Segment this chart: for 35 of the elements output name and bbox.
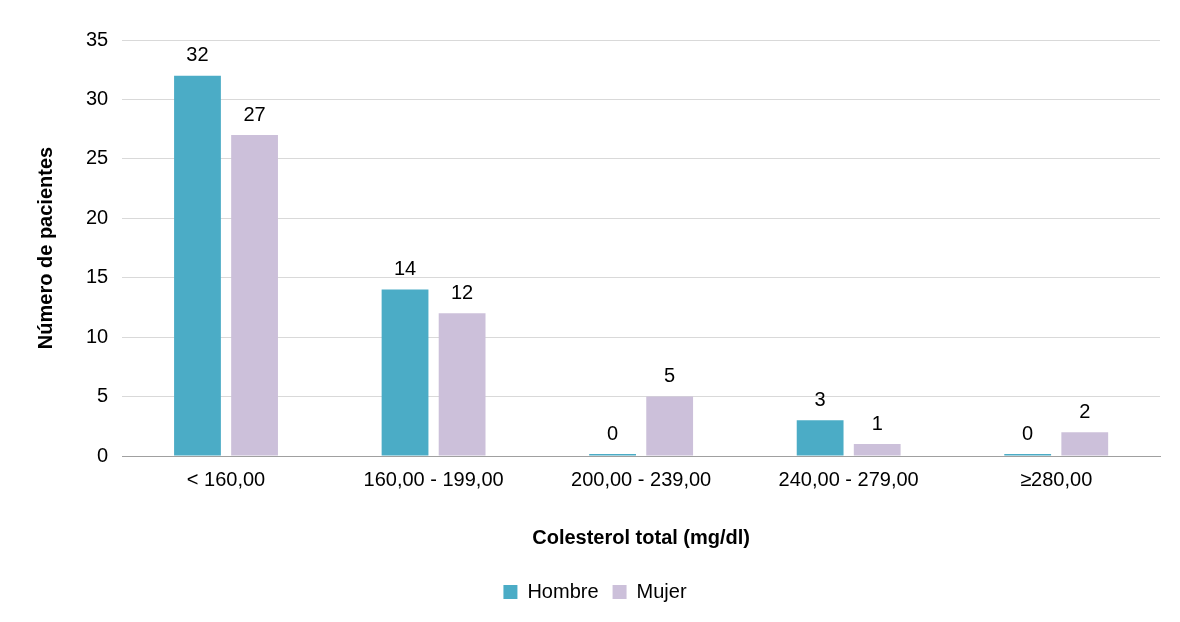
data-label: 0 — [1022, 421, 1034, 444]
data-label: 32 — [186, 43, 209, 66]
bar — [231, 135, 278, 456]
y-tick-label: 0 — [97, 443, 109, 466]
bar — [174, 75, 221, 456]
legend-label: Hombre — [527, 579, 599, 602]
y-tick-label: 35 — [86, 27, 109, 50]
data-label: 3 — [814, 387, 826, 410]
x-tick-label: 160,00 - 199,00 — [363, 467, 504, 490]
data-label: 5 — [664, 364, 676, 387]
data-label: 27 — [243, 102, 266, 125]
x-tick-label: 240,00 - 279,00 — [778, 467, 919, 490]
y-tick-label: 10 — [86, 324, 109, 347]
data-label: 0 — [607, 421, 619, 444]
x-tick-label: ≥280,00 — [1020, 467, 1093, 490]
data-label: 14 — [393, 257, 417, 280]
x-axis-title: Colesterol total (mg/dl) — [532, 525, 751, 548]
data-label: 2 — [1079, 399, 1091, 422]
data-label: 12 — [450, 280, 474, 303]
y-tick-label: 20 — [86, 205, 109, 228]
y-tick-label: 30 — [86, 86, 109, 109]
legend-label: Mujer — [636, 579, 687, 602]
bar — [796, 420, 844, 456]
x-tick-label: < 160,00 — [186, 467, 266, 490]
data-label: 1 — [871, 411, 883, 434]
bar — [1061, 432, 1109, 456]
y-tick-label: 5 — [97, 384, 109, 407]
bar — [438, 313, 486, 456]
bar — [646, 396, 694, 456]
y-axis-title: Número de pacientes — [33, 146, 56, 350]
y-tick-label: 25 — [86, 146, 109, 169]
y-tick-label: 15 — [86, 265, 109, 288]
bar — [853, 444, 901, 456]
bar — [381, 289, 429, 456]
x-tick-label: 200,00 - 239,00 — [571, 467, 712, 490]
